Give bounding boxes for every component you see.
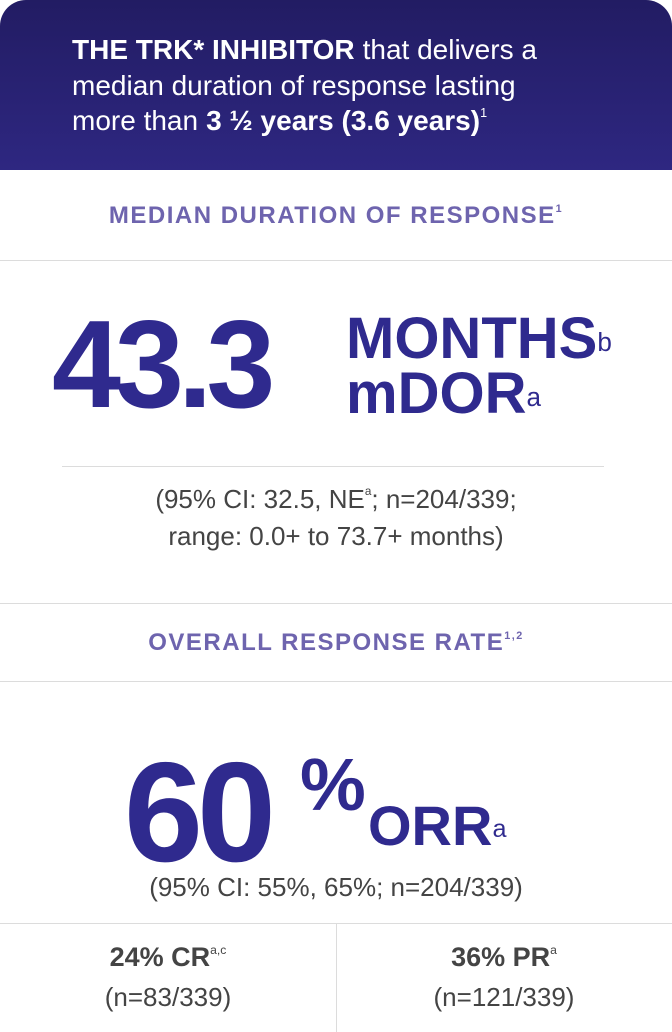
- detail-text: ; n=204/339;: [371, 484, 517, 514]
- header-text: more than: [72, 105, 199, 136]
- unit: MONTHSb: [346, 307, 612, 371]
- section-title: MEDIAN DURATION OF RESPONSE1: [0, 202, 672, 230]
- divider: [0, 681, 672, 682]
- divider: [62, 466, 604, 467]
- header-text: median duration of response lasting: [72, 70, 516, 101]
- footnote-ref: 1,2: [504, 630, 524, 643]
- divider: [336, 923, 337, 1032]
- header-bold: THE TRK* INHIBITOR: [72, 34, 355, 65]
- footnote-ref: a: [550, 943, 557, 958]
- header-bold: 3 ½ years (3.6 years): [206, 105, 481, 136]
- footnote-ref: b: [597, 326, 612, 357]
- footnote-ref: 1: [555, 203, 564, 216]
- breakdown-label: 24% CRa,c: [0, 942, 336, 973]
- breakdown-detail: (n=83/339): [104, 982, 232, 1012]
- metric-text: mDOR: [346, 361, 527, 426]
- detail-text: (95% CI: 55%, 65%; n=204/339): [149, 872, 523, 902]
- header-line: THE TRK* INHIBITOR that delivers a: [72, 34, 537, 66]
- percent-sign: %: [300, 743, 366, 826]
- detail-text: (95% CI: 32.5, NE: [155, 484, 365, 514]
- header-line: median duration of response lasting: [72, 70, 516, 102]
- detail-line: (95% CI: 32.5, NEa; n=204/339;: [0, 484, 672, 515]
- breakdown-detail: (n=121/339): [433, 982, 575, 1012]
- header-text: that delivers a: [362, 34, 537, 65]
- big-value: 43.3: [52, 296, 275, 434]
- detail-text: range: 0.0+ to 73.7+ months): [168, 521, 504, 551]
- label-text: 24% CR: [109, 942, 211, 972]
- divider: [0, 603, 672, 604]
- footnote-ref: a: [364, 485, 372, 499]
- header-band: [0, 0, 672, 170]
- footnote-ref: a: [492, 814, 507, 843]
- breakdown-label: 36% PRa: [336, 942, 672, 973]
- label-text: 36% PR: [451, 942, 551, 972]
- detail-line: (95% CI: 55%, 65%; n=204/339): [0, 872, 672, 903]
- big-value: 60: [124, 733, 276, 892]
- title-text: OVERALL RESPONSE RATE: [148, 629, 505, 656]
- footnote-ref: a,c: [210, 943, 227, 958]
- divider: [0, 260, 672, 261]
- footnote-ref: a: [526, 381, 541, 412]
- detail-line: range: 0.0+ to 73.7+ months): [0, 521, 672, 552]
- unit-text: MONTHS: [346, 306, 598, 371]
- metric-text: ORR: [368, 794, 493, 857]
- section-title: OVERALL RESPONSE RATE1,2: [0, 629, 672, 657]
- title-text: MEDIAN DURATION OF RESPONSE: [108, 202, 556, 229]
- metric-label: ORRa: [368, 795, 506, 857]
- metric-label: mDORa: [346, 362, 541, 426]
- footnote-ref: 1: [480, 106, 488, 121]
- header-line: more than 3 ½ years (3.6 years)1: [72, 105, 487, 137]
